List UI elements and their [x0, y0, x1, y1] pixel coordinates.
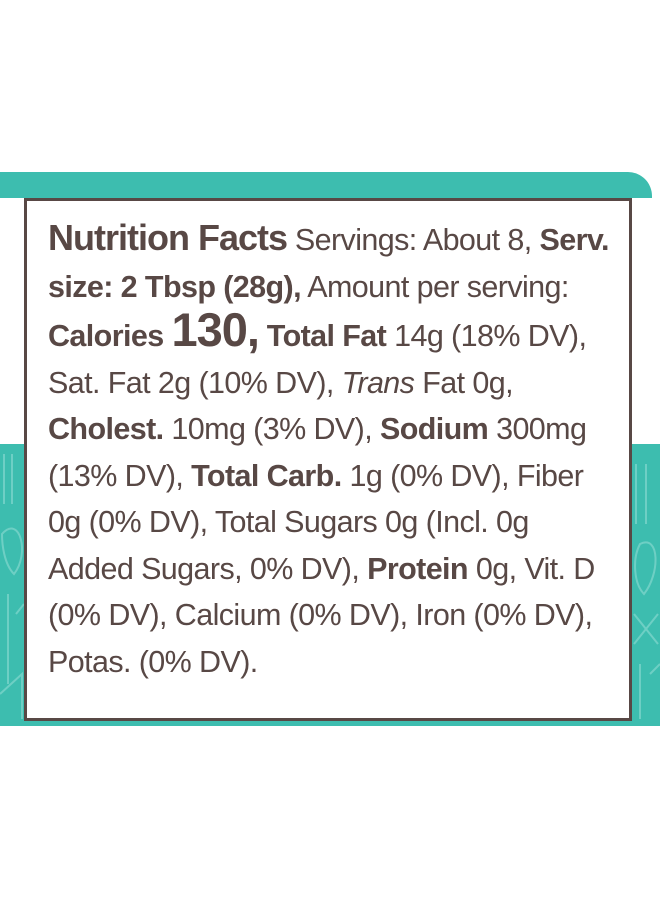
protein-value: 0g, Vit. D (0% DV), Calcium (0% DV), Iro… — [48, 551, 595, 679]
calories-label: Calories — [48, 319, 164, 353]
trans-label: Trans — [341, 365, 415, 400]
serving-size-text: Serv. size: 2 Tbsp (28g), — [48, 223, 609, 304]
leaf-line-pattern-icon — [0, 454, 660, 719]
label-title: Nutrition Facts — [48, 217, 288, 258]
nutrition-facts-paragraph: Nutrition Facts Servings: About 8, Serv.… — [48, 215, 620, 685]
nutrition-facts-panel: Nutrition Facts Servings: About 8, Serv.… — [24, 198, 632, 721]
sodium-value: 300mg (13% DV), — [48, 412, 587, 493]
total-fat-value: 14g (18% DV), Sat. Fat 2g (10% DV), — [48, 319, 587, 400]
total-carb-value: 1g (0% DV), Fiber 0g (0% DV), Total Suga… — [48, 458, 584, 586]
calories-value: 130, — [171, 303, 259, 356]
trans-fat-value: Fat 0g, — [422, 365, 513, 400]
teal-header-strip — [0, 172, 652, 198]
amount-per-serving-text: Amount per serving: — [307, 269, 569, 304]
total-fat-label: Total Fat — [266, 319, 387, 353]
sodium-label: Sodium — [379, 412, 489, 446]
protein-label: Protein — [367, 551, 468, 586]
cholesterol-value: 10mg (3% DV), — [171, 412, 373, 446]
servings-text: Servings: About 8, — [294, 223, 532, 257]
cholesterol-label: Cholest. — [48, 412, 164, 446]
total-carb-label: Total Carb. — [191, 458, 342, 493]
